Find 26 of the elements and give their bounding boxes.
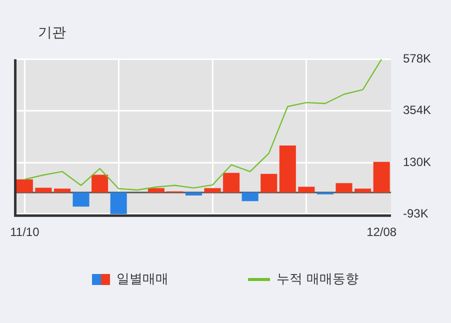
bar	[242, 192, 258, 202]
bar	[185, 192, 202, 196]
x-tick-label: 11/10	[10, 225, 40, 240]
bar	[298, 186, 315, 193]
y-tick-label: 578K	[402, 52, 432, 66]
bar	[260, 174, 278, 193]
bar	[279, 145, 296, 193]
bar	[204, 188, 221, 193]
bar	[35, 188, 52, 193]
bar	[354, 188, 372, 193]
bar	[54, 188, 71, 193]
y-tick-label: 130K	[402, 154, 432, 169]
bar	[223, 172, 240, 193]
bar	[373, 162, 390, 193]
bar	[148, 188, 164, 193]
bar	[16, 179, 33, 193]
x-tick-label: 12/08	[366, 225, 397, 240]
bar	[72, 192, 90, 207]
bar	[110, 192, 127, 214]
bar	[336, 183, 352, 193]
bar	[92, 174, 108, 193]
legend-label: 누적 매매동향	[276, 271, 359, 288]
legend-label: 일별매매	[116, 271, 168, 288]
chart-title: 기관	[38, 24, 66, 42]
y-tick-label: -93K	[402, 206, 428, 220]
y-tick-label: 354K	[402, 103, 432, 118]
